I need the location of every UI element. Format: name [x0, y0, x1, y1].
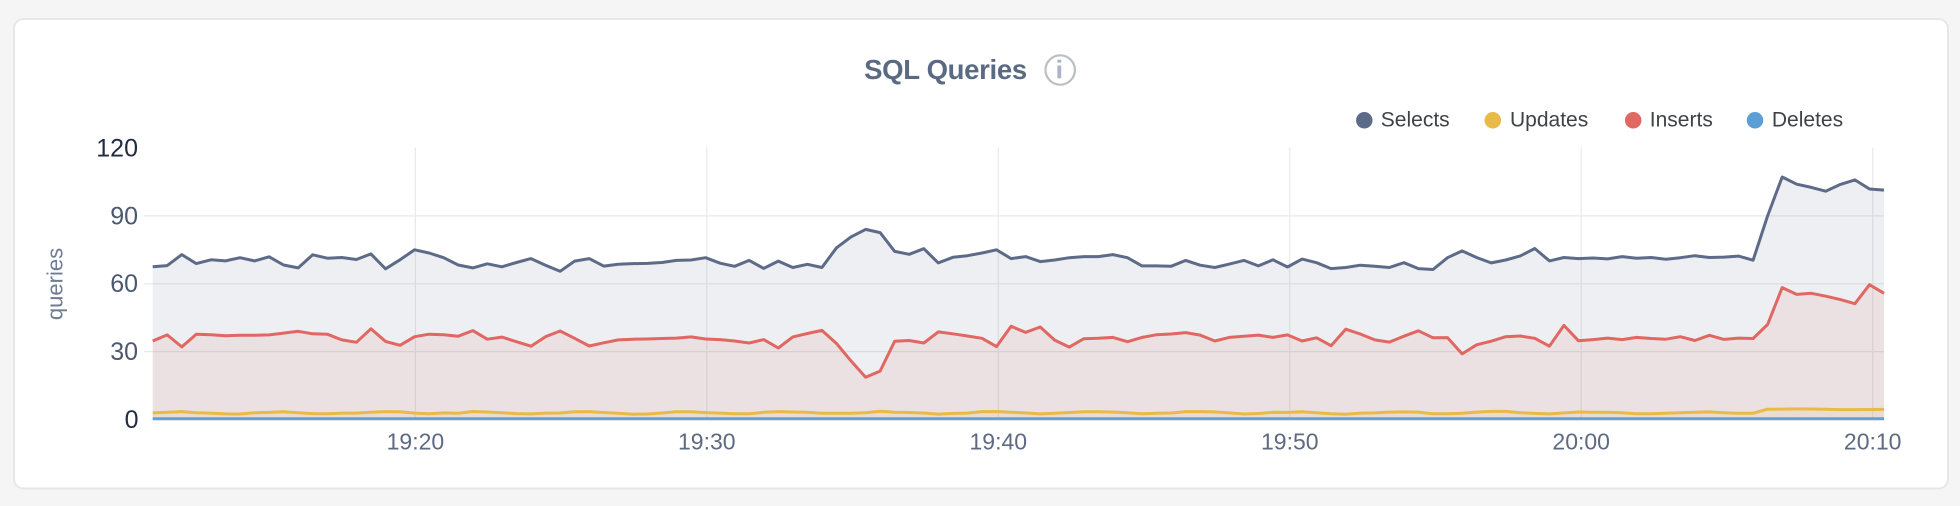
- svg-text:19:50: 19:50: [1261, 429, 1319, 455]
- svg-text:19:20: 19:20: [387, 429, 445, 455]
- svg-text:90: 90: [110, 202, 138, 230]
- svg-text:Deletes: Deletes: [1772, 108, 1843, 131]
- svg-text:19:40: 19:40: [970, 429, 1028, 455]
- svg-text:Updates: Updates: [1510, 108, 1588, 131]
- svg-text:0: 0: [125, 406, 139, 434]
- svg-text:19:30: 19:30: [678, 429, 736, 455]
- svg-text:20:00: 20:00: [1552, 429, 1610, 455]
- svg-text:Inserts: Inserts: [1650, 108, 1713, 131]
- svg-text:Selects: Selects: [1381, 108, 1450, 131]
- svg-text:60: 60: [110, 270, 138, 298]
- svg-text:SQL Queries: SQL Queries: [864, 54, 1027, 85]
- svg-text:20:10: 20:10: [1844, 429, 1902, 455]
- svg-text:30: 30: [110, 338, 138, 366]
- svg-text:120: 120: [96, 135, 138, 163]
- svg-text:queries: queries: [43, 248, 68, 320]
